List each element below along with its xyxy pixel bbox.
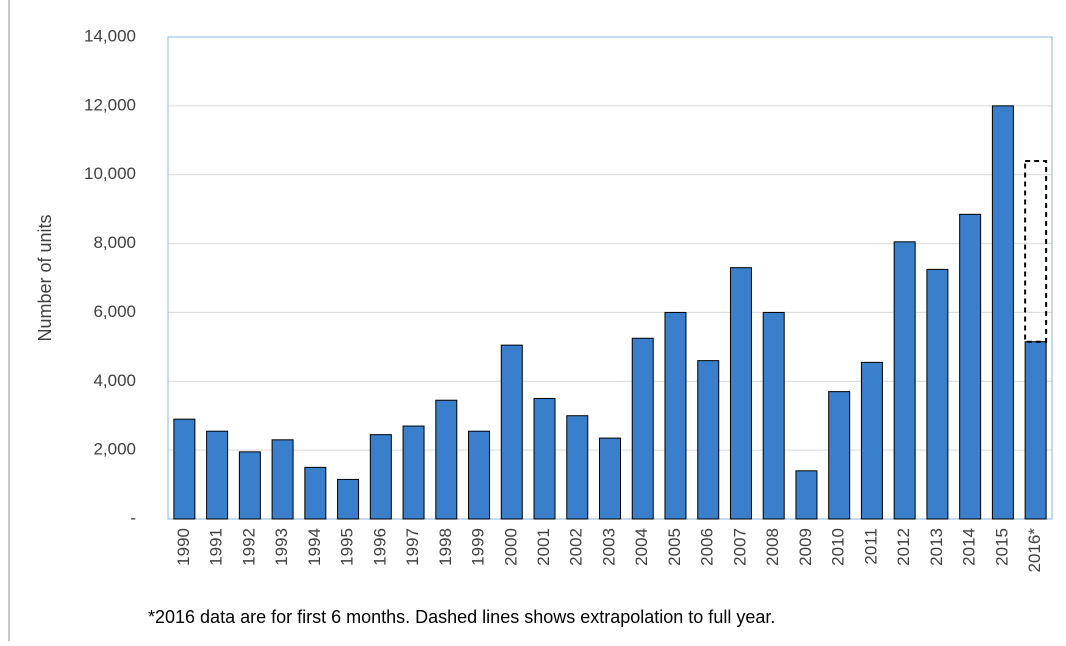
bar — [402, 425, 425, 520]
bar — [271, 439, 294, 520]
x-tick-label: 1999 — [469, 528, 488, 566]
x-tick-label: 2013 — [927, 528, 946, 566]
x-tick-label: 2000 — [501, 528, 520, 566]
bar — [206, 430, 229, 520]
x-tick-label: 1998 — [436, 528, 455, 566]
x-tick-label: 2012 — [894, 528, 913, 566]
bar — [631, 337, 654, 520]
x-tick-label: 2015 — [992, 528, 1011, 566]
x-tick-label: 2001 — [534, 528, 553, 566]
bar — [468, 430, 491, 520]
x-tick-label: 2002 — [567, 528, 586, 566]
x-tick-label: 2011 — [861, 528, 880, 565]
x-tick-label: 1993 — [272, 528, 291, 566]
bar — [500, 344, 523, 520]
x-tick-label: 2005 — [665, 528, 684, 566]
bar — [828, 391, 851, 520]
bar — [337, 478, 360, 520]
bar — [959, 213, 982, 520]
bar — [860, 361, 883, 520]
bar — [664, 311, 687, 520]
bar — [991, 105, 1014, 520]
footnote: *2016 data are for first 6 months. Dashe… — [148, 607, 775, 627]
y-tick-label: 12,000 — [84, 95, 136, 114]
bar — [533, 398, 556, 520]
bar — [1024, 341, 1047, 520]
x-tick-label: 1996 — [370, 528, 389, 566]
bar — [762, 311, 785, 520]
x-tick-label: 2014 — [960, 528, 979, 566]
y-tick-label: 8,000 — [93, 233, 136, 252]
x-tick-label: 1991 — [207, 528, 226, 566]
x-tick-label: 2010 — [829, 528, 848, 566]
x-tick-label: 1994 — [305, 528, 324, 566]
y-axis-label: Number of units — [35, 214, 55, 341]
bar — [893, 241, 916, 520]
x-tick-label: 1995 — [338, 528, 357, 566]
bar — [435, 399, 458, 520]
y-tick-label: 6,000 — [93, 302, 136, 321]
bar — [304, 466, 327, 520]
x-tick-label: 2006 — [698, 528, 717, 566]
bar — [238, 451, 261, 520]
x-tick-label: 1997 — [403, 528, 422, 566]
bar — [369, 434, 392, 520]
y-tick-label: 10,000 — [84, 164, 136, 183]
x-tick-label: 1992 — [239, 528, 258, 566]
x-tick-label: 2003 — [599, 528, 618, 566]
x-tick-label: 2009 — [796, 528, 815, 566]
y-tick-label: 2,000 — [93, 440, 136, 459]
x-tick-label: 2016* — [1025, 528, 1044, 573]
bar — [697, 360, 720, 520]
y-tick-label: - — [130, 508, 136, 527]
x-tick-label: 2004 — [632, 528, 651, 566]
bar — [599, 437, 621, 520]
y-tick-label: 14,000 — [84, 26, 136, 45]
extrapolation-box — [1024, 159, 1048, 343]
bar — [729, 267, 752, 520]
x-tick-label: 2008 — [763, 528, 782, 566]
bar — [795, 470, 818, 520]
x-tick-label: 2007 — [730, 528, 749, 566]
bar — [173, 418, 196, 520]
y-tick-label: 4,000 — [93, 371, 136, 390]
bar — [566, 415, 589, 520]
x-tick-label: 1990 — [174, 528, 193, 566]
bar — [926, 268, 949, 520]
